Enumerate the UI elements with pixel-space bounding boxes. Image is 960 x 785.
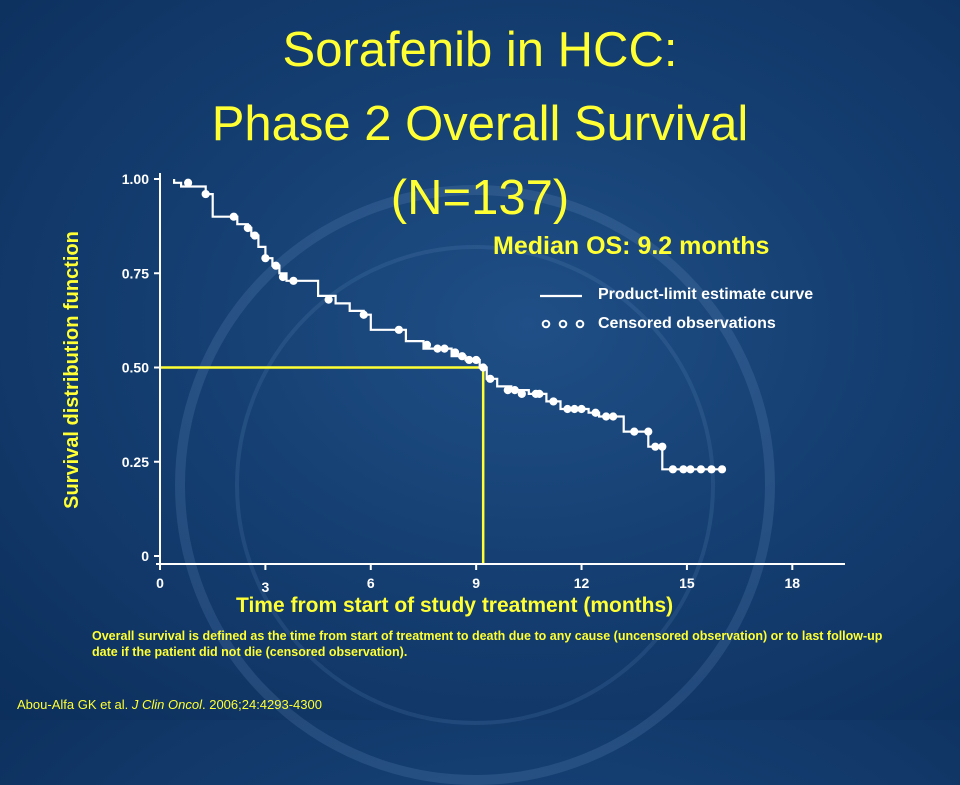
citation-authors: Abou-Alfa GK et al.: [17, 697, 129, 712]
censored-point: [465, 355, 474, 365]
censored-point: [201, 189, 210, 199]
legend-censored-marker: [541, 319, 551, 329]
censored-point: [577, 404, 586, 414]
censored-point: [644, 427, 653, 436]
censored-point: [271, 261, 281, 270]
censored-point: [472, 355, 481, 365]
y-tick-label: 0.25: [122, 454, 149, 470]
survival-chart: 0 0.25 0.50 0.75 1.00 0 3 6 9 12 15 18: [122, 171, 845, 595]
censored-point: [630, 427, 639, 436]
x-tick-label: 18: [785, 575, 801, 591]
y-tick-label: 0.50: [122, 360, 149, 376]
censored-point: [458, 352, 467, 361]
censored-point: [549, 397, 558, 406]
legend-censored-label: Censored observations: [598, 315, 776, 332]
censored-point: [717, 465, 727, 474]
censored-point: [261, 254, 270, 263]
x-tick-label: 9: [472, 575, 480, 591]
censored-point: [243, 223, 252, 233]
y-tick-label: 1.00: [122, 171, 149, 187]
y-tick-label: 0.75: [122, 265, 149, 281]
censored-point: [450, 348, 460, 357]
censored-point: [563, 404, 572, 414]
median-os-label: Median OS: 9.2 months: [493, 232, 770, 260]
censored-point: [229, 212, 238, 221]
censored-point: [535, 389, 544, 398]
censored-point: [486, 374, 495, 383]
censored-point: [609, 412, 618, 421]
title-line-2: Phase 2 Overall Survival: [211, 97, 749, 151]
censored-point: [289, 276, 298, 285]
censored-points-layer: [184, 178, 727, 474]
x-tick-label: 15: [679, 575, 695, 591]
title-line-3: (N=137): [390, 171, 570, 225]
x-tick-label: 12: [574, 575, 590, 591]
censored-point: [440, 344, 449, 353]
median-guides: [160, 366, 485, 564]
censored-point: [686, 465, 695, 474]
y-axis-label: Survival distribution function: [61, 231, 83, 509]
censored-point: [602, 412, 611, 421]
censored-point: [707, 465, 716, 474]
legend-curve-label: Product-limit estimate curve: [598, 286, 814, 303]
legend-censored-marker: [575, 319, 585, 329]
citation: Abou-Alfa GK et al. J Clin Oncol. 2006;2…: [17, 697, 322, 712]
x-axis-label: Time from start of study treatment (mont…: [236, 594, 674, 617]
censored-point: [324, 295, 333, 304]
censored-point: [422, 340, 432, 349]
censored-point: [433, 344, 442, 353]
censored-point: [570, 404, 579, 414]
censored-point: [184, 178, 193, 187]
title-line-1: Sorafenib in HCC:: [282, 23, 678, 77]
y-tick-label: 0: [141, 548, 149, 564]
censored-point: [658, 442, 667, 451]
legend-markers: [540, 294, 585, 329]
footnote: Overall survival is defined as the time …: [92, 629, 883, 659]
censored-point: [359, 310, 368, 319]
x-tick-label: 6: [367, 575, 375, 591]
censored-point: [517, 389, 526, 398]
censored-point: [250, 231, 259, 240]
censored-point: [278, 272, 288, 282]
censored-point: [591, 408, 600, 417]
x-tick-label: 3: [261, 579, 269, 595]
censored-point: [679, 465, 688, 474]
censored-point: [651, 442, 660, 451]
censored-point: [479, 363, 488, 372]
x-tick-label: 0: [156, 575, 164, 591]
citation-journal: J Clin Oncol: [131, 697, 202, 712]
censored-point: [510, 386, 519, 395]
citation-details: . 2006;24:4293-4300: [201, 697, 322, 712]
axes: 0 0.25 0.50 0.75 1.00 0 3 6 9 12 15 18: [122, 171, 845, 595]
legend-censored-marker: [558, 319, 568, 329]
censored-point: [394, 325, 403, 334]
censored-point: [696, 465, 706, 474]
censored-point: [503, 386, 512, 395]
censored-point: [668, 465, 677, 474]
